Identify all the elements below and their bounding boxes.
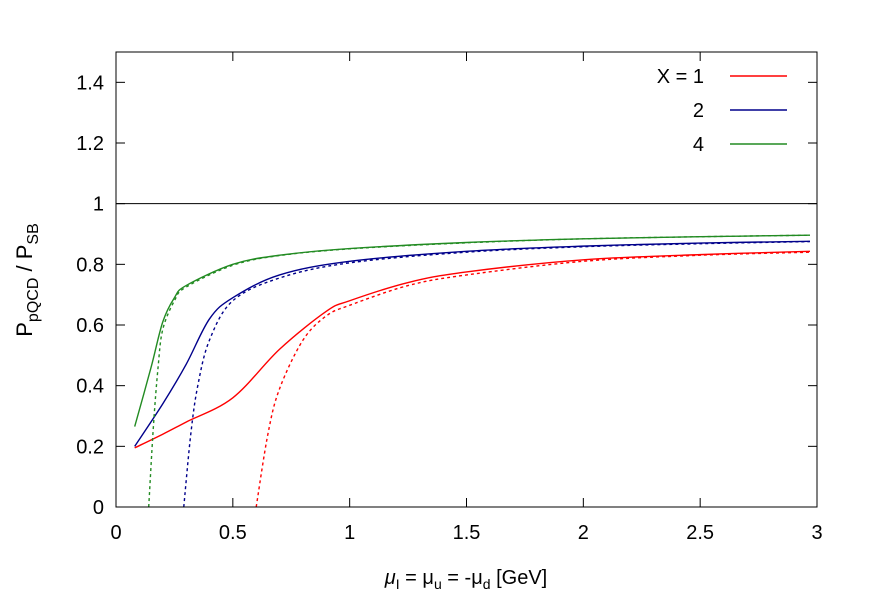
legend-label: 4 [693, 134, 704, 156]
x-tick-label: 0.5 [219, 522, 247, 544]
x-tick-label: 0 [110, 522, 121, 544]
plot-frame [115, 51, 818, 508]
series-line-3-dashed [183, 240, 811, 508]
y-tick-label: 0.4 [76, 376, 104, 398]
legend-label: X = 1 [657, 66, 704, 88]
x-tick-label: 2.5 [686, 522, 714, 544]
y-tick-label: 1.2 [76, 133, 104, 155]
series-line-0 [134, 250, 811, 449]
y-tick-label: 0 [93, 497, 104, 519]
y-tick-label: 0.6 [76, 315, 104, 337]
y-axis-label: PpQCD / PSB [12, 223, 42, 337]
x-tick-label: 1.5 [453, 522, 481, 544]
series-line-2 [134, 240, 811, 447]
y-tick-label: 0.8 [76, 254, 104, 276]
y-tick-label: 0.2 [76, 436, 104, 458]
x-axis-label: μI = μu = -μd [GeV] [384, 567, 547, 592]
x-tick-label: 1 [344, 522, 355, 544]
x-tick-label: 3 [811, 522, 822, 544]
x-tick-label: 2 [578, 522, 589, 544]
y-tick-label: 1 [93, 194, 104, 216]
y-tick-label: 1.4 [76, 72, 104, 94]
legend: X = 1 2 4 [657, 66, 787, 156]
series-line-1-dashed [255, 251, 811, 508]
series-line-5-dashed [148, 234, 810, 508]
series-lines [116, 203, 817, 508]
axis-ticks: 0 0.5 1 1.5 2 2.5 3 0 0.2 0.4 0.6 0.8 1 1.2 1.4 [76, 52, 823, 544]
legend-label: 2 [693, 100, 704, 122]
